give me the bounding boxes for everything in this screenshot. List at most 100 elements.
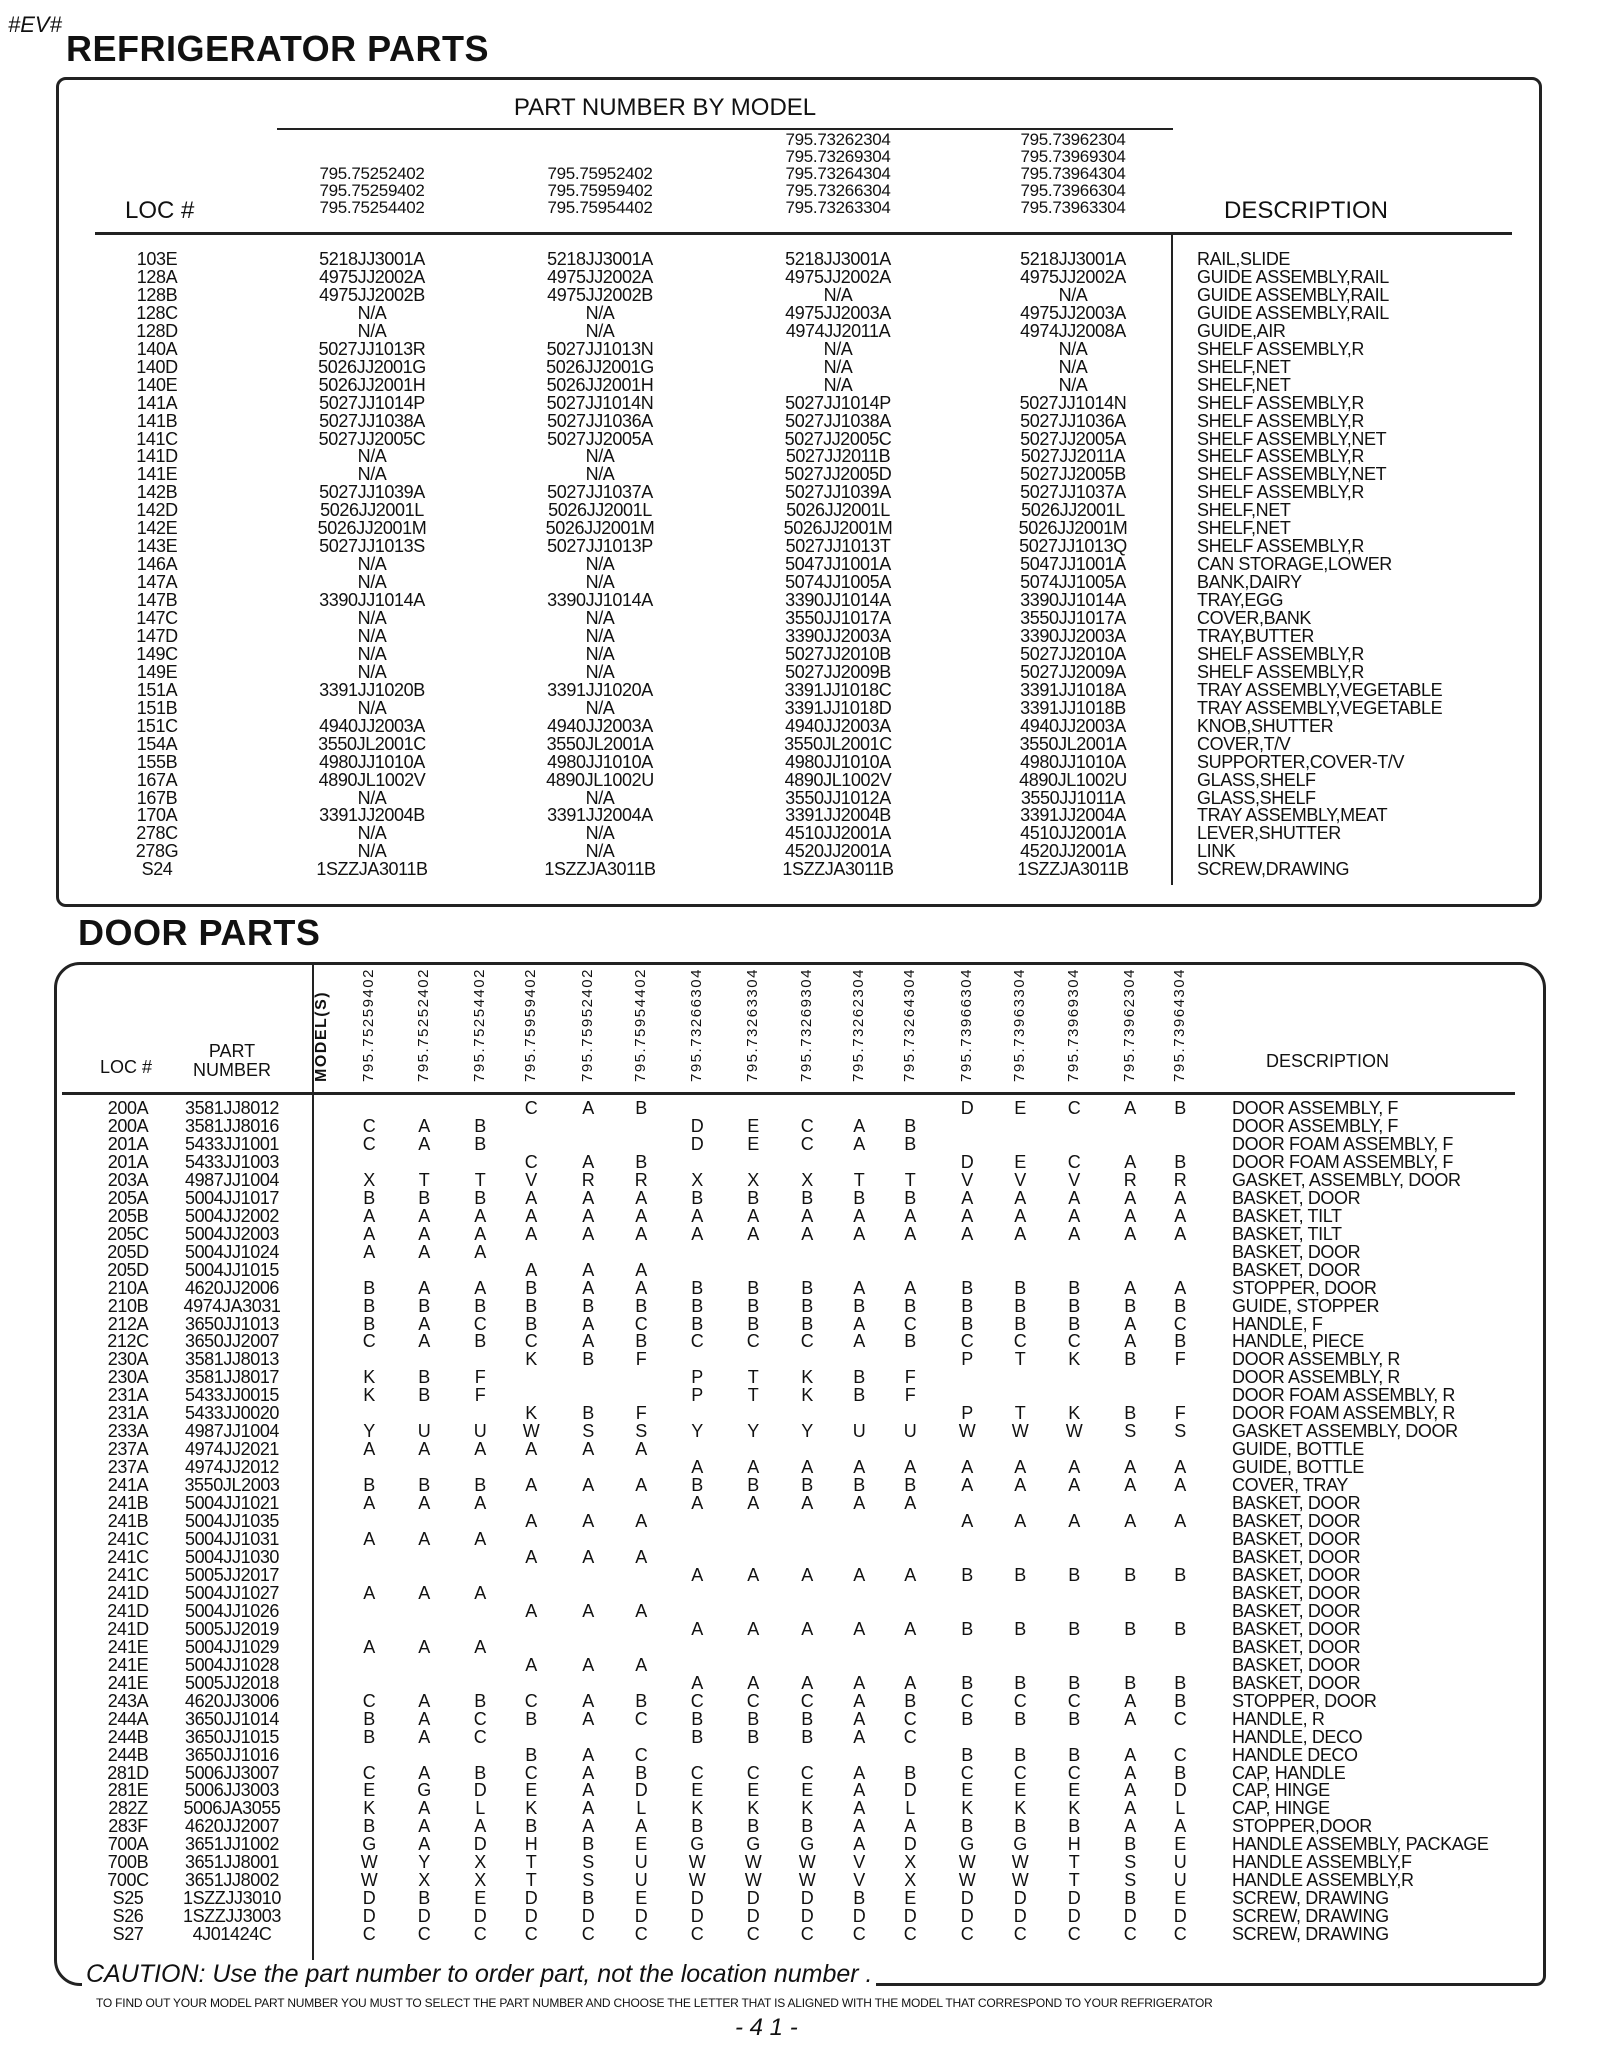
model-letter: B (474, 1295, 486, 1316)
model-letter: A (582, 1600, 594, 1621)
model-letter: K (363, 1367, 375, 1388)
model-letter: D (1067, 1888, 1081, 1909)
model-letter: E (747, 1133, 759, 1154)
loc-number: 241D (107, 1582, 149, 1603)
part-number: 1SZZJA3011B (316, 859, 428, 880)
model-letter: B (1124, 1834, 1136, 1855)
loc-number: 231A (107, 1403, 149, 1424)
description: RAIL,SLIDE (1197, 249, 1291, 269)
model-letter: B (691, 1313, 703, 1334)
model-letter: P (691, 1367, 703, 1388)
description-header: DESCRIPTION (1224, 197, 1389, 224)
loc-number: 141D (136, 446, 178, 467)
model-letter: T (418, 1169, 430, 1190)
description: SHELF ASSEMBLY,R (1197, 338, 1365, 359)
description: HANDLE ASSEMBLY,F (1232, 1852, 1412, 1873)
model-letter: C (746, 1924, 760, 1945)
model-letter: A (363, 1636, 375, 1657)
loc-number: 167A (136, 769, 178, 790)
model-letter: B (904, 1187, 916, 1208)
model-letter: B (801, 1295, 813, 1316)
model-column-header: 795.75959402 (522, 968, 539, 1082)
part-number: 3391JJ2004B (785, 805, 891, 826)
description: COVER,BANK (1197, 608, 1312, 628)
model-letter: A (691, 1223, 703, 1244)
model-letter: A (1124, 1331, 1136, 1352)
model-letter: C (1013, 1331, 1027, 1352)
description: HANDLE, PIECE (1232, 1331, 1364, 1352)
model-letter: C (362, 1690, 376, 1711)
model-letter: C (1173, 1313, 1187, 1334)
model-letter: A (418, 1241, 430, 1262)
part-number: 5027JJ1036A (1020, 410, 1126, 431)
model-letter: A (1014, 1205, 1026, 1226)
model-letter: T (904, 1169, 916, 1190)
model-letter: B (853, 1475, 865, 1496)
model-letter: A (691, 1618, 703, 1639)
part-number: 3550JJ1017A (785, 608, 891, 628)
model-letter: A (363, 1529, 375, 1550)
model-letter: A (904, 1564, 916, 1585)
part-number: 5027JJ2005C (784, 428, 892, 449)
loc-number: 200A (107, 1098, 149, 1118)
model-letter: C (1123, 1924, 1137, 1945)
model-letter: B (747, 1295, 759, 1316)
model-column-header: 795.73969304 (1065, 968, 1082, 1082)
model-letter: A (1068, 1205, 1080, 1226)
model-letter: A (961, 1205, 973, 1226)
model-column-header: 795.73263304 (744, 968, 761, 1082)
model-letter: C (634, 1744, 648, 1765)
model-letter: A (801, 1672, 813, 1693)
model-letter: B (961, 1708, 973, 1729)
part-number: 4940JJ2003A (1020, 715, 1126, 736)
description: TRAY ASSEMBLY,VEGETABLE (1197, 679, 1443, 700)
model-letter: B (363, 1475, 375, 1496)
model-letter: A (1124, 1187, 1136, 1208)
model-letter: D (690, 1906, 704, 1927)
part-number: 5027JJ2005C (318, 428, 426, 449)
model-letter: C (473, 1726, 487, 1747)
model-letter: A (474, 1529, 486, 1550)
loc-number: 151A (136, 679, 178, 700)
model-letter: B (1174, 1618, 1186, 1639)
model-letter: A (853, 1564, 865, 1585)
model-letter: U (852, 1421, 866, 1442)
model-letter: C (1173, 1924, 1187, 1945)
model-letter: C (1173, 1708, 1187, 1729)
model-letter: A (853, 1133, 865, 1154)
model-letter: G (690, 1834, 704, 1855)
model-letter: E (525, 1780, 537, 1801)
model-letter: A (525, 1475, 537, 1496)
model-letter: A (853, 1798, 865, 1819)
model-letter: B (1068, 1295, 1080, 1316)
model-letter: A (525, 1511, 537, 1532)
part-number: 5026JJ2001H (546, 374, 654, 395)
model-letter: B (582, 1295, 594, 1316)
model-letter: L (475, 1798, 485, 1819)
model-letter: A (1174, 1205, 1186, 1226)
part-number: 5026JJ2001L (548, 500, 652, 521)
model-letter: A (961, 1457, 973, 1478)
part-number: 5027JJ1013R (318, 338, 426, 359)
part-number: 5047JJ1001A (785, 554, 891, 575)
model-letter: X (474, 1852, 486, 1873)
model-letter: E (1014, 1151, 1026, 1172)
description: SCREW, DRAWING (1232, 1924, 1389, 1945)
model-letter: B (635, 1098, 647, 1118)
model-letter: T (1068, 1852, 1080, 1873)
description: SCREW, DRAWING (1232, 1906, 1389, 1927)
part-number: 4520JJ2001A (1020, 841, 1126, 862)
model-number: 795.73963304 (1020, 198, 1126, 217)
part-number: 1SZZJJ3010 (182, 1888, 282, 1909)
instruction-note: TO FIND OUT YOUR MODEL PART NUMBER YOU M… (96, 1996, 1213, 2010)
description: BANK,DAIRY (1197, 572, 1302, 593)
model-number: 795.75252402 (319, 164, 425, 183)
loc-number: 143E (136, 536, 178, 557)
part-number: 5027JJ2010B (785, 643, 891, 664)
part-number: 4974JJ2021 (184, 1439, 280, 1460)
model-letter: P (961, 1403, 973, 1424)
model-letter: B (1014, 1564, 1026, 1585)
model-letter: A (582, 1547, 594, 1567)
description: CAN STORAGE,LOWER (1197, 554, 1392, 575)
part-number: N/A (357, 625, 387, 646)
